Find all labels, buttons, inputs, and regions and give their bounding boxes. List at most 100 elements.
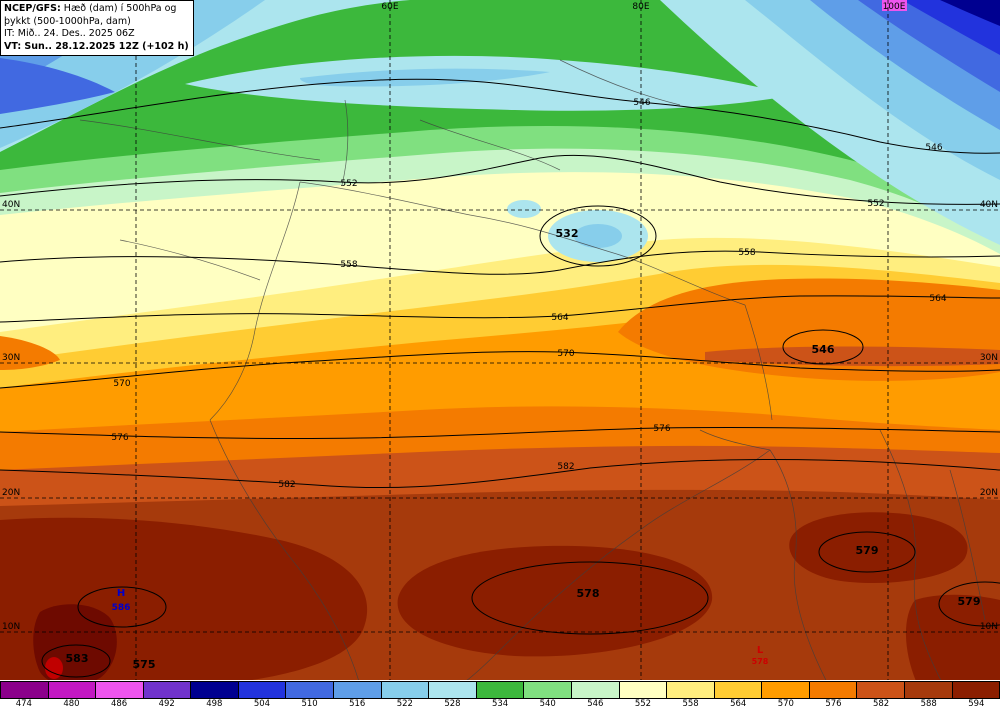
lat-label-left: 30N	[2, 353, 20, 363]
init-time: IT: Mið.. 24. Des.. 2025 06Z	[4, 28, 135, 39]
colorbar-label: 486	[110, 699, 128, 709]
colorbar-label: 594	[968, 699, 985, 709]
colorbar-label: 492	[158, 699, 175, 709]
thickness-fill-layer	[0, 0, 1000, 680]
colorbar-cell	[476, 682, 525, 698]
contour-570	[0, 351, 1000, 389]
colorbar-label: 540	[539, 699, 556, 709]
contour-label: 570	[557, 349, 574, 359]
lat-label-right: 10N	[980, 622, 998, 632]
high-marker-icon: H	[117, 588, 125, 599]
title-line-1: NCEP/GFS: Hæð (dam) í 500hPa og	[4, 3, 190, 16]
colorbar-label: 564	[730, 699, 747, 709]
colorbar-cell	[714, 682, 763, 698]
colorbar-cell	[524, 682, 572, 698]
colorbar-label: 546	[587, 699, 604, 709]
colorbar: 474 480 486 492 498 504 510 516 522 528 …	[0, 681, 1000, 709]
colorbar-cell	[809, 682, 858, 698]
contour-546	[0, 78, 1000, 154]
height-center-label: 575	[133, 658, 156, 671]
graticule-labels: 40N 30N 20N 10N 40N 30N 20N 10N 60E 80E …	[2, 2, 998, 632]
height-center-label: 579	[958, 595, 981, 608]
colorbar-cell	[191, 682, 239, 698]
colorbar-label: 480	[63, 699, 80, 709]
lat-label-left: 20N	[2, 488, 20, 498]
contour-label: 558	[738, 248, 755, 258]
contour-label: 546	[633, 98, 650, 108]
lat-label-left: 40N	[2, 200, 20, 210]
contour-label: 582	[278, 480, 295, 490]
valid-time: VT: Sun.. 28.12.2025 12Z (+102 h)	[4, 40, 189, 52]
contour-564	[0, 295, 1000, 323]
contour-label: 570	[113, 379, 130, 389]
colorbar-label: 588	[920, 699, 937, 709]
colorbar-cell	[334, 682, 382, 698]
colorbar-labels: 474 480 486 492 498 504 510 516 522 528 …	[0, 699, 1000, 709]
colorbar-label: 474	[15, 699, 32, 709]
colorbar-cell	[286, 682, 335, 698]
contour-label: 564	[929, 294, 946, 304]
colorbar-label: 570	[777, 699, 794, 709]
low-marker-icon: L	[757, 645, 764, 656]
contour-ring-586	[77, 586, 167, 628]
lon-label: 100E	[883, 2, 906, 12]
low-marker-value: 578	[752, 657, 769, 666]
height-center-label: 579	[856, 544, 879, 557]
contour-labels: 546 546 552 552 558 558 564 564 570 570 …	[111, 98, 946, 490]
colorbar-label: 576	[825, 699, 842, 709]
height-center-label: 583	[66, 652, 89, 665]
colorbar-cell	[762, 682, 810, 698]
colorbar-cell	[96, 682, 144, 698]
colorbar-label: 522	[396, 699, 413, 709]
contour-558	[0, 250, 1000, 275]
colorbar-cell	[143, 682, 192, 698]
contour-label: 564	[551, 313, 568, 323]
title-text: Hæð (dam) í 500hPa og	[60, 3, 177, 14]
colorbar-cell	[857, 682, 905, 698]
contour-label: 552	[867, 199, 884, 209]
contour-552	[0, 154, 1000, 205]
contour-label: 576	[653, 424, 670, 434]
colorbar-label: 516	[349, 699, 366, 709]
lat-label-left: 10N	[2, 622, 20, 632]
geo-borders-layer	[79, 59, 986, 680]
lat-label-right: 30N	[980, 353, 998, 363]
contour-ring-532	[539, 205, 657, 267]
lon-label: 80E	[632, 2, 649, 12]
colorbar-label: 504	[253, 699, 271, 709]
contour-label: 576	[111, 433, 128, 443]
colorbar-label: 510	[301, 699, 318, 709]
colorbar-cell	[571, 682, 620, 698]
contour-label: 582	[557, 462, 574, 472]
colorbar-label: 498	[206, 699, 223, 709]
contour-layer	[0, 78, 1000, 678]
height-center-label: 532	[556, 227, 579, 240]
colorbar-label: 582	[872, 699, 890, 709]
title-line-2: þykkt (500-1000hPa, dam)	[4, 15, 131, 27]
extrema-markers: H 586 L 578	[112, 588, 769, 666]
contour-label: 552	[340, 179, 357, 189]
height-center-label: 546	[812, 343, 835, 356]
colorbar-label: 528	[444, 699, 461, 709]
colorbar-cell	[952, 682, 1000, 698]
colorbar-cell	[1, 682, 49, 698]
colorbar-label: 558	[682, 699, 699, 709]
colorbar-cell	[619, 682, 668, 698]
contour-ring-579a	[818, 531, 916, 573]
colorbar-cell	[381, 682, 430, 698]
contour-582	[0, 459, 1000, 489]
map-canvas: 546 546 552 552 558 558 564 564 570 570 …	[0, 0, 1000, 680]
colorbar-cell	[904, 682, 953, 698]
contour-label: 558	[340, 260, 357, 270]
contour-ring-583	[41, 644, 111, 678]
colorbar-cell	[48, 682, 97, 698]
contour-ring-579b	[938, 581, 1000, 627]
height-center-label: 578	[577, 587, 600, 600]
height-center-labels: 532 546 578 579 579 583 575	[66, 227, 981, 671]
title-box: NCEP/GFS: Hæð (dam) í 500hPa og þykkt (5…	[0, 0, 194, 56]
colorbar-label: 552	[634, 699, 652, 709]
colorbar-cell	[667, 682, 715, 698]
product-name: NCEP/GFS:	[4, 3, 61, 14]
lon-label: 60E	[381, 2, 398, 12]
